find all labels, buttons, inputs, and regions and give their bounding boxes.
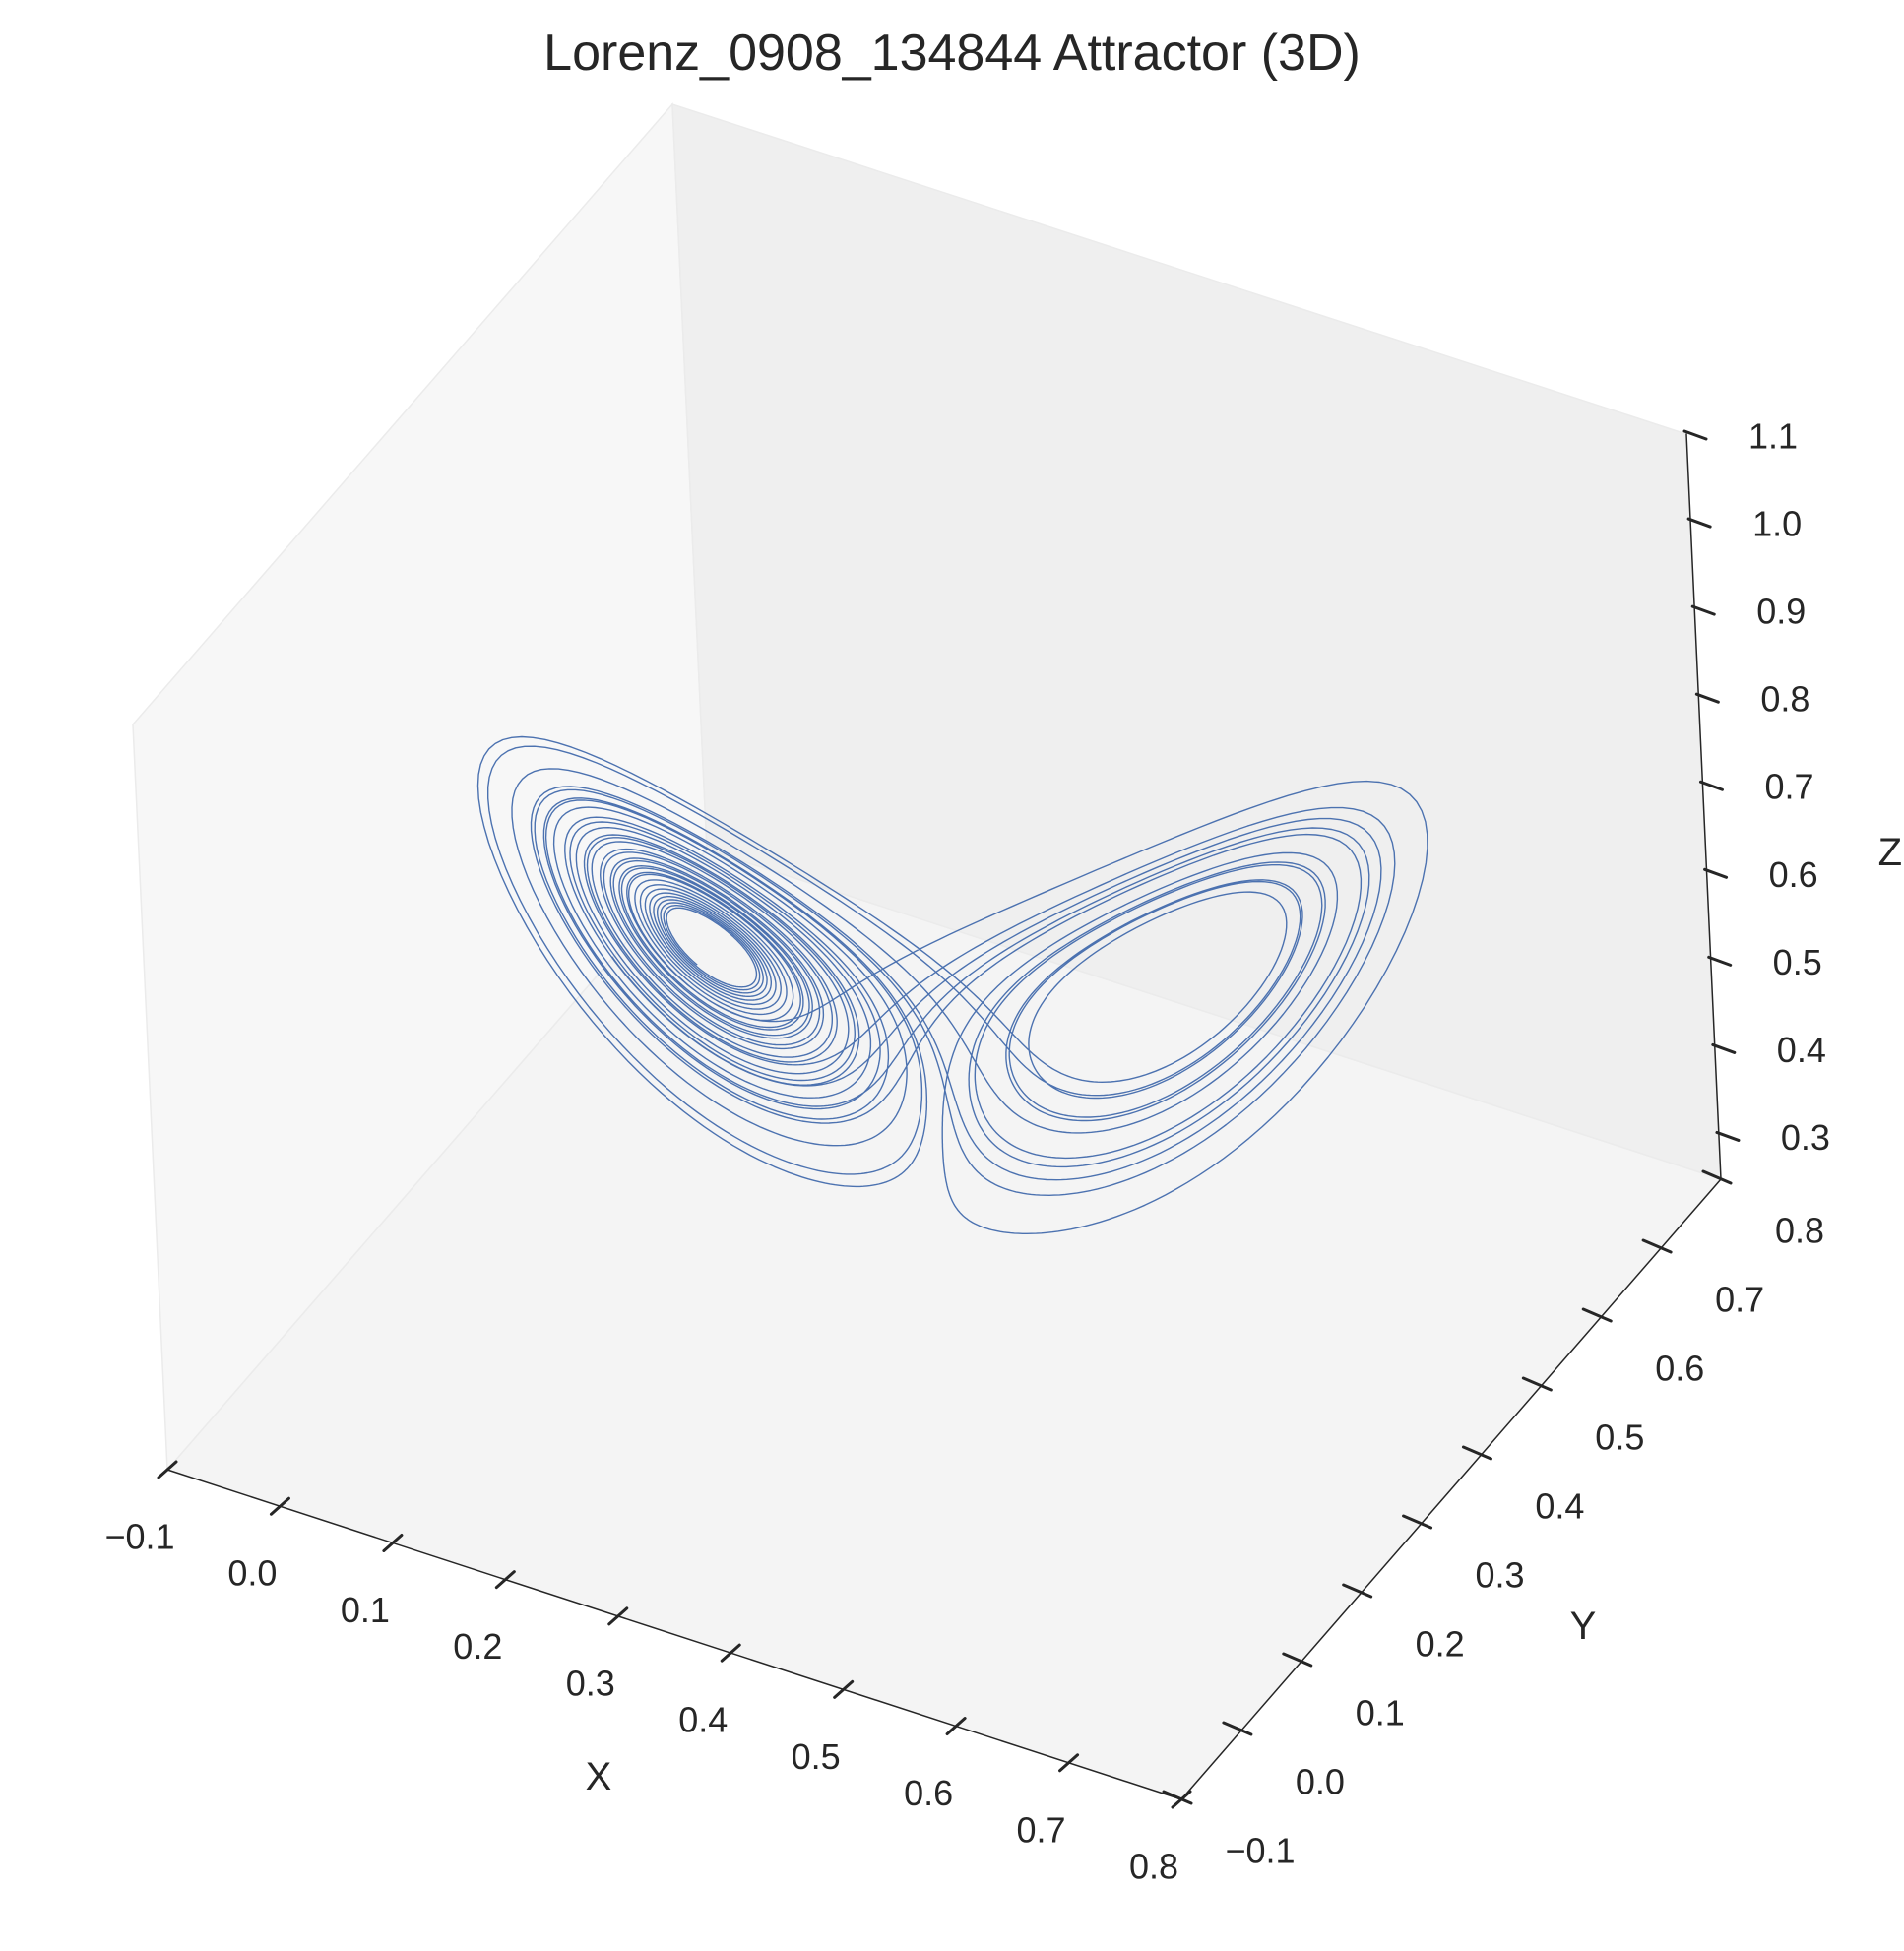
- y-tick-label: 0.6: [1655, 1349, 1704, 1389]
- z-tick-label: 0.6: [1769, 854, 1818, 895]
- axes-layer: −0.10.00.10.20.30.40.50.60.70.8X−0.10.00…: [104, 416, 1902, 1887]
- x-axis-line: [166, 1469, 1182, 1800]
- y-tick-label: 0.8: [1775, 1211, 1824, 1251]
- y-tick-label: 0.7: [1715, 1280, 1764, 1320]
- x-tick-label: 0.8: [1129, 1847, 1178, 1887]
- z-tick: [1715, 1130, 1741, 1142]
- y-axis-label: Y: [1570, 1605, 1597, 1648]
- y-tick: [1282, 1652, 1313, 1668]
- y-tick-label: 0.4: [1535, 1486, 1584, 1527]
- x-tick: [720, 1643, 741, 1663]
- y-tick-label: 0.2: [1416, 1624, 1465, 1665]
- x-tick-label: 0.4: [678, 1700, 728, 1740]
- x-tick-label: 0.7: [1017, 1809, 1066, 1850]
- x-tick-label: 0.3: [566, 1663, 615, 1703]
- z-tick: [1682, 429, 1708, 441]
- y-tick: [1581, 1307, 1613, 1323]
- z-tick-label: 0.4: [1777, 1030, 1826, 1070]
- z-tick-label: 0.9: [1756, 592, 1806, 632]
- y-tick: [1701, 1169, 1733, 1185]
- z-tick: [1703, 867, 1729, 879]
- y-tick-label: 0.1: [1356, 1693, 1405, 1733]
- z-tick-label: 0.8: [1760, 679, 1809, 720]
- z-tick-label: 1.1: [1748, 416, 1798, 457]
- z-axis-line: [1685, 433, 1722, 1180]
- x-tick-label: 0.5: [792, 1736, 841, 1777]
- x-tick-label: 0.1: [341, 1590, 390, 1630]
- y-tick: [1162, 1790, 1193, 1805]
- x-tick: [382, 1533, 404, 1552]
- y-tick-label: 0.5: [1595, 1417, 1644, 1458]
- y-tick: [1461, 1445, 1492, 1461]
- y-tick: [1342, 1583, 1373, 1599]
- y-tick-label: −0.1: [1225, 1831, 1295, 1871]
- x-tick-label: −0.1: [104, 1517, 174, 1557]
- y-tick: [1521, 1376, 1553, 1392]
- x-tick: [833, 1679, 855, 1699]
- z-tick: [1698, 780, 1724, 791]
- x-tick: [157, 1460, 178, 1479]
- axes-panes: [132, 102, 1723, 1800]
- x-axis-label: X: [586, 1755, 612, 1798]
- y-tick-label: 0.0: [1296, 1762, 1345, 1802]
- z-axis-label: Z: [1878, 831, 1902, 874]
- z-tick-label: 0.3: [1781, 1117, 1830, 1158]
- z-tick: [1686, 517, 1712, 529]
- z-tick-label: 1.0: [1752, 504, 1802, 544]
- x-tick: [494, 1570, 516, 1590]
- x-tick-label: 0.2: [453, 1626, 502, 1667]
- y-tick: [1222, 1721, 1253, 1736]
- y-tick-label: 0.3: [1476, 1555, 1525, 1596]
- chart-title: Lorenz_0908_134844 Attractor (3D): [543, 25, 1361, 82]
- z-tick: [1711, 1042, 1737, 1054]
- x-tick-label: 0.0: [227, 1553, 277, 1594]
- z-tick: [1690, 604, 1716, 616]
- x-tick: [607, 1606, 629, 1626]
- attractor-curve-layer: [476, 735, 1428, 1234]
- z-tick-label: 0.7: [1764, 767, 1813, 807]
- y-tick: [1641, 1238, 1673, 1254]
- y-tick: [1402, 1514, 1433, 1530]
- z-tick-label: 0.5: [1773, 942, 1822, 982]
- attractor-curve: [476, 735, 1428, 1234]
- z-tick: [1694, 692, 1720, 704]
- x-tick: [269, 1496, 290, 1516]
- x-tick-label: 0.6: [904, 1773, 953, 1813]
- z-tick: [1707, 955, 1733, 967]
- x-tick: [1058, 1753, 1080, 1773]
- y-axis-line: [1180, 1178, 1722, 1800]
- x-tick: [945, 1717, 967, 1736]
